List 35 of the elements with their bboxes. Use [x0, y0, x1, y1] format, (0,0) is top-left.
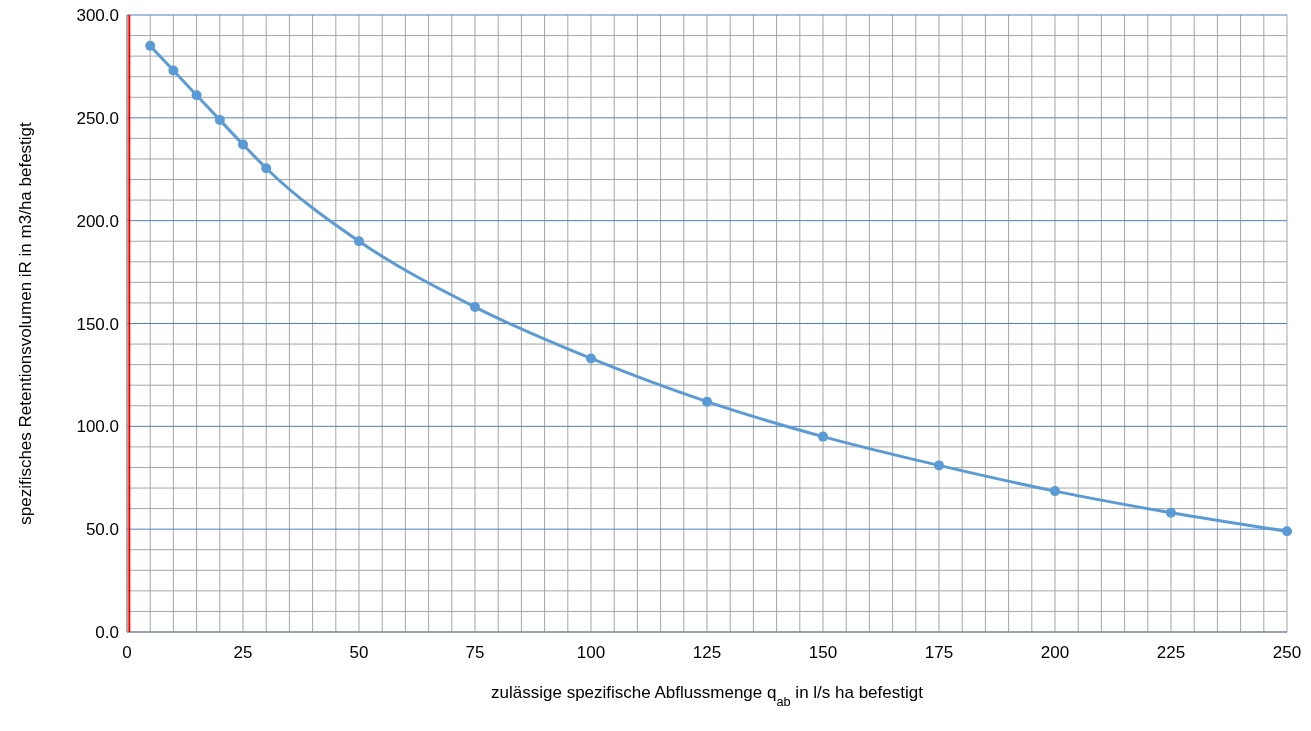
x-axis-title: zulässige spezifische Abflussmenge q$_{ab}$ in l/s ha befestigt: [491, 683, 924, 709]
point: [470, 302, 480, 313]
point: [354, 236, 364, 247]
point: [214, 114, 225, 125]
point: [586, 353, 596, 364]
x-tick-label: 75: [465, 643, 485, 662]
point: [1050, 486, 1060, 497]
y-tick-label: 0.0: [95, 623, 119, 642]
x-tick-label: 150: [808, 643, 838, 662]
x-tick-label: 175: [924, 643, 954, 662]
y-tick-label: 250.0: [76, 108, 119, 128]
x-tick-label: 225: [1156, 643, 1186, 662]
y-tick-label: 100.0: [76, 417, 119, 437]
y-tick-label: 50.0: [85, 520, 119, 540]
point: [818, 431, 828, 442]
x-tick-label: 200: [1040, 643, 1070, 662]
y-tick-label: 200.0: [76, 211, 119, 231]
point: [191, 90, 202, 101]
point: [1166, 507, 1176, 518]
x-tick-label: 125: [692, 643, 722, 662]
point: [145, 40, 156, 51]
y-axis-title: spezifisches Retentionsvolumen iR in m3/ha befestigt: [16, 121, 35, 525]
x-tick-label: 50: [349, 643, 369, 662]
point: [702, 396, 712, 407]
point: [261, 163, 272, 174]
y-tick-label: 150.0: [76, 314, 119, 334]
point: [238, 139, 248, 150]
y-tick-label: 300.0: [76, 6, 119, 25]
point: [1282, 526, 1292, 537]
x-tick-label: 250: [1272, 643, 1302, 662]
x-tick-label: 100: [576, 643, 606, 662]
point: [934, 460, 944, 471]
x-tick-label: 25: [233, 643, 253, 662]
x-tick-label: 0: [122, 643, 132, 662]
point: [168, 65, 179, 76]
